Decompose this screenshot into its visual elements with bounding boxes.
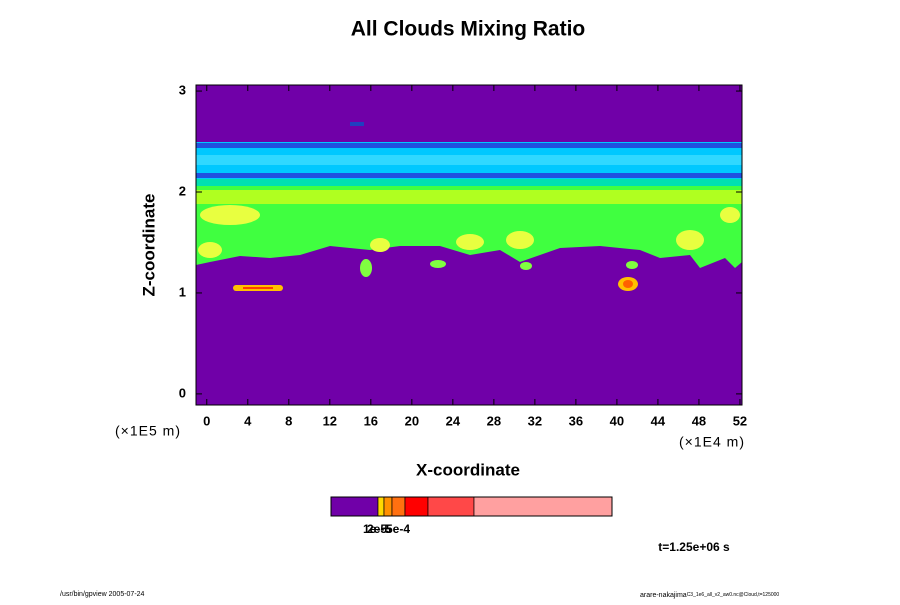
colorbar-swatch bbox=[427, 496, 475, 517]
plot-frame bbox=[195, 84, 743, 406]
x-tick-label: 48 bbox=[692, 413, 706, 428]
colorbar-swatch bbox=[383, 496, 393, 517]
x-tick-label: 0 bbox=[203, 413, 210, 428]
x-tick-label: 40 bbox=[610, 413, 624, 428]
colorbar-swatch bbox=[330, 496, 379, 517]
x-tick-label: 12 bbox=[323, 413, 337, 428]
x-unit: (×1E4 m) bbox=[679, 434, 745, 450]
footer-right-small: C3_1e6_all_v2_aw0.nc@Cloud,t=125000 bbox=[687, 592, 780, 598]
y-unit: (×1E5 m) bbox=[115, 423, 181, 439]
y-tick-label: 1 bbox=[179, 284, 186, 299]
colorbar-tick-label: 5e-4 bbox=[386, 522, 410, 536]
y-tick-label: 0 bbox=[179, 385, 186, 400]
y-tick-label: 3 bbox=[179, 82, 186, 97]
x-tick-label: 24 bbox=[446, 413, 461, 428]
colorbar-tick-label: 1e-5 bbox=[363, 522, 387, 536]
x-tick-label: 20 bbox=[405, 413, 419, 428]
y-axis-label: Z-coordinate bbox=[139, 194, 158, 297]
x-tick-label: 28 bbox=[487, 413, 501, 428]
x-tick-label: 16 bbox=[364, 413, 378, 428]
colorbar-swatch bbox=[391, 496, 406, 517]
colorbar-swatch bbox=[377, 496, 385, 517]
colorbar-frame bbox=[330, 496, 613, 517]
x-tick-label: 52 bbox=[733, 413, 747, 428]
x-tick-label: 36 bbox=[569, 413, 583, 428]
footer-left: /usr/bin/gpview 2005-07-24 bbox=[60, 591, 145, 598]
x-tick-label: 32 bbox=[528, 413, 542, 428]
footer-right: arare-nakajimaC3_1e6_all_v2_aw0.nc@Cloud… bbox=[640, 592, 779, 599]
footer-right-main: arare-nakajima bbox=[640, 592, 687, 599]
colorbar-tick-label: 2e-5 bbox=[367, 522, 391, 536]
x-axis-label: X-coordinate bbox=[416, 460, 520, 479]
x-tick-label: 8 bbox=[285, 413, 292, 428]
x-tick-label: 4 bbox=[244, 413, 252, 428]
colorbar-swatch bbox=[473, 496, 613, 517]
chart-title: All Clouds Mixing Ratio bbox=[351, 18, 586, 41]
colorbar-swatch bbox=[404, 496, 429, 517]
x-tick-label: 44 bbox=[651, 413, 666, 428]
time-label: t=1.25e+06 s bbox=[658, 540, 730, 554]
y-tick-label: 2 bbox=[179, 183, 186, 198]
contour-field bbox=[196, 85, 742, 405]
